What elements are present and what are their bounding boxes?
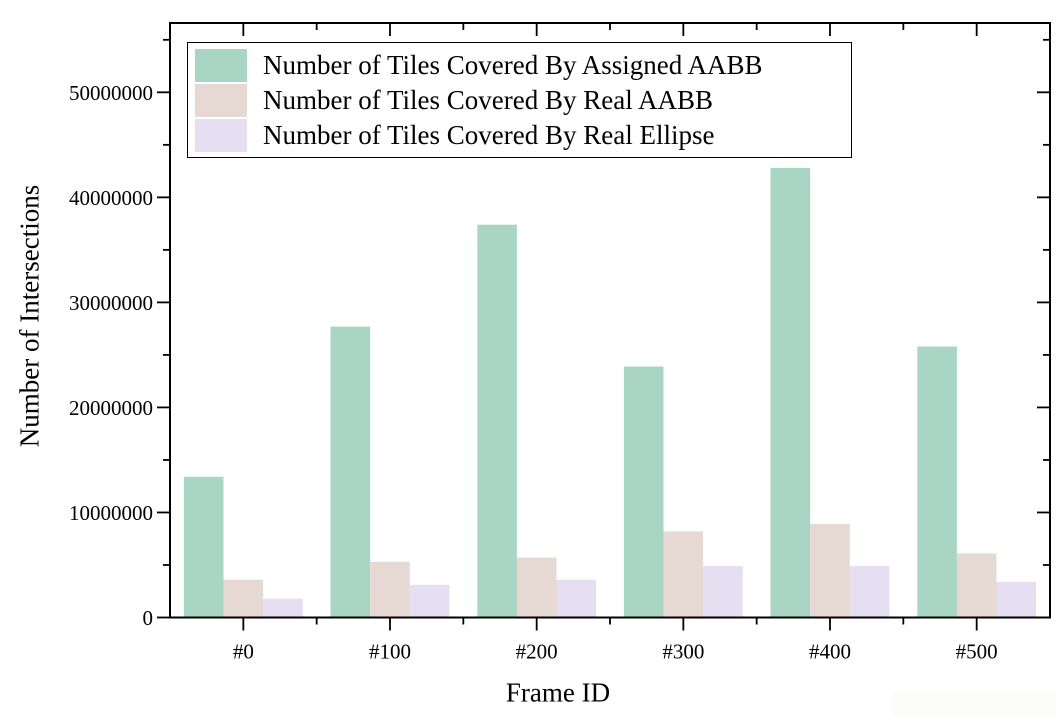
y-tick-label: 20000000 bbox=[69, 396, 153, 420]
y-tick-label: 30000000 bbox=[69, 291, 153, 315]
bar bbox=[330, 326, 371, 618]
legend-item: Number of Tiles Covered By Real Ellipse bbox=[195, 118, 851, 153]
y-tick-label: 50000000 bbox=[69, 81, 153, 105]
bar bbox=[917, 346, 957, 618]
legend-item: Number of Tiles Covered By Assigned AABB bbox=[195, 48, 851, 83]
y-tick-label: 0 bbox=[143, 606, 154, 630]
bar bbox=[770, 167, 811, 618]
y-tick-label: 40000000 bbox=[69, 186, 153, 210]
bar bbox=[183, 476, 224, 618]
x-tick-label: #100 bbox=[369, 640, 411, 664]
bar bbox=[263, 598, 303, 618]
legend: Number of Tiles Covered By Assigned AABB… bbox=[187, 42, 852, 158]
x-tick-label: #200 bbox=[516, 640, 558, 664]
bar bbox=[623, 366, 664, 618]
x-tick-label: #300 bbox=[662, 640, 704, 664]
legend-label: Number of Tiles Covered By Assigned AABB bbox=[263, 49, 763, 80]
bar bbox=[810, 524, 850, 618]
bar bbox=[703, 566, 743, 618]
bar bbox=[223, 579, 264, 618]
watermark-patch bbox=[893, 692, 1055, 717]
y-tick-label: 10000000 bbox=[69, 501, 153, 525]
legend-swatch-assigned-aabb bbox=[195, 48, 247, 82]
bar bbox=[956, 553, 997, 618]
x-tick-label: #0 bbox=[233, 640, 254, 664]
bar bbox=[409, 584, 450, 618]
bar bbox=[663, 531, 704, 618]
bar bbox=[996, 581, 1037, 618]
legend-label: Number of Tiles Covered By Real AABB bbox=[263, 84, 713, 115]
x-tick-label: #500 bbox=[956, 640, 998, 664]
bar bbox=[370, 561, 410, 618]
x-tick-label: #400 bbox=[809, 640, 851, 664]
bar bbox=[556, 579, 597, 618]
bar bbox=[516, 557, 557, 618]
x-axis-title: Frame ID bbox=[505, 677, 611, 708]
bar bbox=[477, 224, 517, 618]
legend-label: Number of Tiles Covered By Real Ellipse bbox=[263, 119, 715, 150]
legend-item: Number of Tiles Covered By Real AABB bbox=[195, 83, 851, 118]
y-axis-title: Number of Intersections bbox=[14, 184, 45, 448]
legend-swatch-real-aabb bbox=[195, 83, 247, 117]
legend-swatch-real-ellipse bbox=[195, 118, 247, 152]
bar bbox=[849, 566, 890, 618]
